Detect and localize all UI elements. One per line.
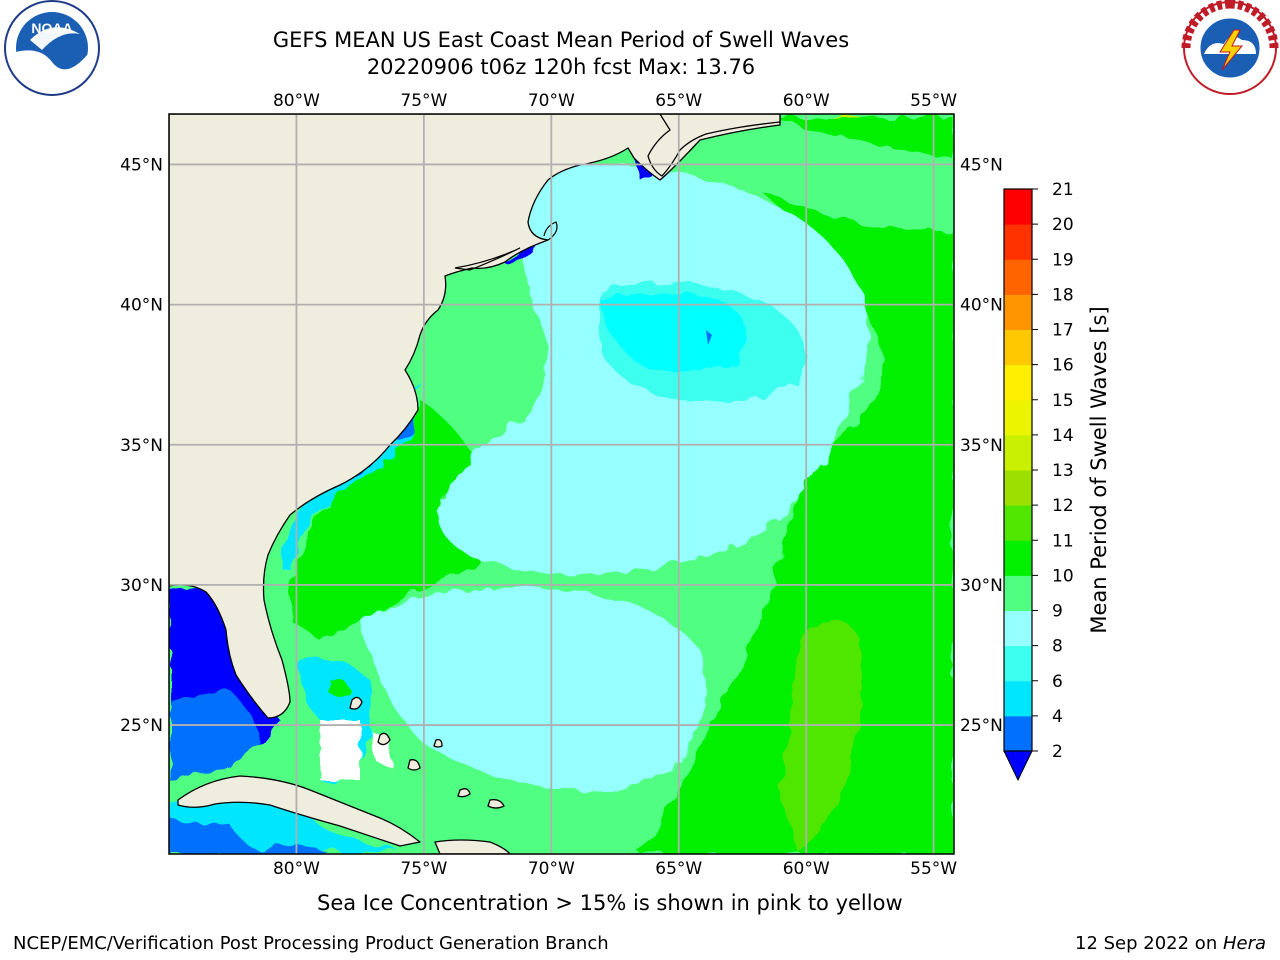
colorbar-swatch [1004,505,1032,541]
colorbar-tick-label: 10 [1052,566,1074,586]
colorbar-tick-label: 15 [1052,391,1074,411]
colorbar-swatch [1004,434,1032,471]
colorbar-tick-label: 19 [1052,250,1074,270]
colorbar-tick-label: 12 [1052,496,1074,516]
lon-label-top: 60°W [783,91,830,111]
lon-label-bottom: 80°W [273,859,320,879]
footer-host: Hera [1222,933,1266,954]
lat-label-right: 40°N [960,296,1003,316]
colorbar-swatch [1004,224,1032,260]
colorbar-swatch [1004,610,1032,647]
lat-label-left: 45°N [120,155,163,175]
noaa-logo: NOAA [4,0,100,96]
axis-labels: 80°W 80°W 75°W 75°W 70°W 70°W 65°W 65°W 60°W 60°W… [120,91,1003,879]
lon-label-top: 75°W [400,91,447,111]
lat-label-right: 30°N [960,576,1003,596]
lon-label-bottom: 65°W [655,859,702,879]
lat-label-right: 35°N [960,436,1003,456]
lon-label-bottom: 75°W [400,859,447,879]
land [169,114,781,854]
graticule [169,114,954,854]
colorbar-tick-label: 4 [1052,707,1063,727]
colorbar-swatch [1004,575,1032,611]
colorbar-swatch [1004,715,1032,752]
lon-label-top: 70°W [528,91,575,111]
lon-label-top: 65°W [655,91,702,111]
colorbar-tick-label: 16 [1052,356,1074,376]
chart-subtitle: 20220906 t06z 120h fcst Max: 13.76 [366,55,756,79]
sea-ice-note: Sea Ice Concentration > 15% is shown in … [317,891,903,915]
colorbar-label: Mean Period of Swell Waves [s] [1087,306,1111,633]
lat-label-right: 45°N [960,155,1003,175]
lat-label-right: 25°N [960,716,1003,736]
footer-branch: NCEP/EMC/Verification Post Processing Pr… [13,933,609,954]
lon-label-bottom: 55°W [910,859,957,879]
lon-label-bottom: 60°W [783,859,830,879]
colorbar-tick-label: 17 [1052,321,1074,341]
nws-logo [1181,0,1279,95]
long-island [454,247,521,271]
footer-date: 12 Sep 2022 on Hera [1075,933,1266,954]
lon-label-top: 55°W [910,91,957,111]
lat-label-left: 25°N [120,716,163,736]
colorbar-swatch [1004,399,1032,436]
colorbar: 2 4 6 8 9 10 11 12 13 14 15 16 17 18 19 20 21 [1003,180,1074,782]
lat-label-left: 35°N [120,436,163,456]
lon-label-bottom: 70°W [528,859,575,879]
colorbar-swatch [1004,329,1032,366]
colorbar-tick-label: 6 [1052,672,1063,692]
colorbar-swatch [1004,189,1032,225]
map-frame [168,113,955,855]
colorbar-tick-label: 13 [1052,461,1074,481]
colorbar-swatch [1004,364,1032,401]
colorbar-swatch [1004,470,1032,506]
lat-label-left: 30°N [120,576,163,596]
colorbar-tick-label: 21 [1052,180,1074,200]
swell-contours [169,115,954,854]
tiny-blue-patch [706,330,712,345]
map-plot [169,114,954,854]
cape-cod [543,221,558,241]
colorbar-swatch [1004,540,1032,576]
footer-date-text: 12 Sep 2022 on [1075,933,1223,954]
colorbar-tick-label: 9 [1052,602,1063,622]
colorbar-swatch [1004,259,1032,295]
colorbar-tick-label: 14 [1052,426,1074,446]
colorbar-tick-label: 18 [1052,285,1074,305]
colorbar-tick-label: 8 [1052,637,1063,657]
colorbar-tick-label: 11 [1052,531,1074,551]
chart-title: GEFS MEAN US East Coast Mean Period of S… [272,28,850,52]
lat-label-left: 40°N [120,296,163,316]
colorbar-tick-label: 2 [1052,742,1063,762]
colorbar-tick-label: 20 [1052,215,1074,235]
lon-label-top: 80°W [273,91,320,111]
colorbar-swatch [1004,294,1032,330]
colorbar-swatch [1004,680,1032,717]
noaa-logo-text: NOAA [31,20,72,36]
colorbar-swatch [1004,645,1032,682]
colorbar-extend-arrow [1003,750,1033,782]
